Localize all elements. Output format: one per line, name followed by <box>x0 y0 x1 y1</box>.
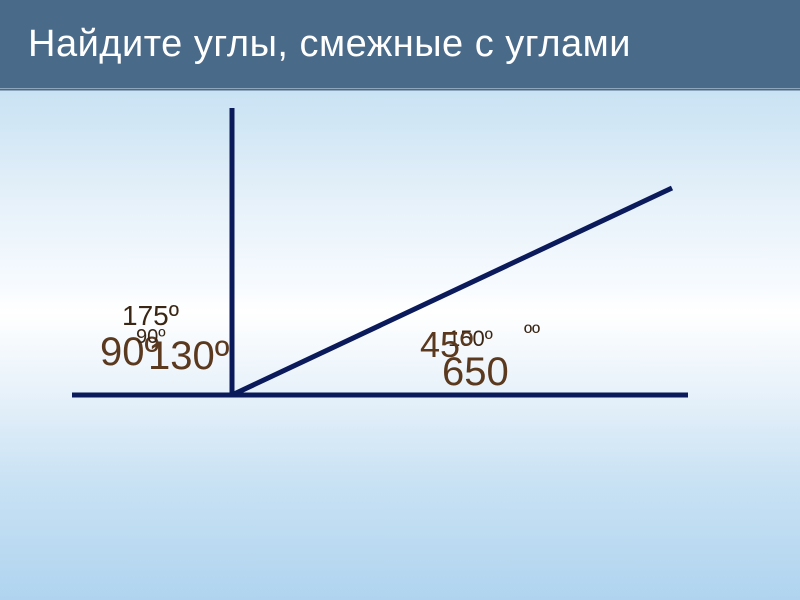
slide-title: Найдите углы, смежные с углами <box>0 23 631 66</box>
angle-value: 130º <box>148 334 229 379</box>
slide: Найдите углы, смежные с углами 175º90º90… <box>0 0 800 600</box>
title-bar: Найдите углы, смежные с углами <box>0 0 800 91</box>
angle-value: 650 <box>442 350 509 395</box>
angle-value: ºº <box>524 320 540 346</box>
